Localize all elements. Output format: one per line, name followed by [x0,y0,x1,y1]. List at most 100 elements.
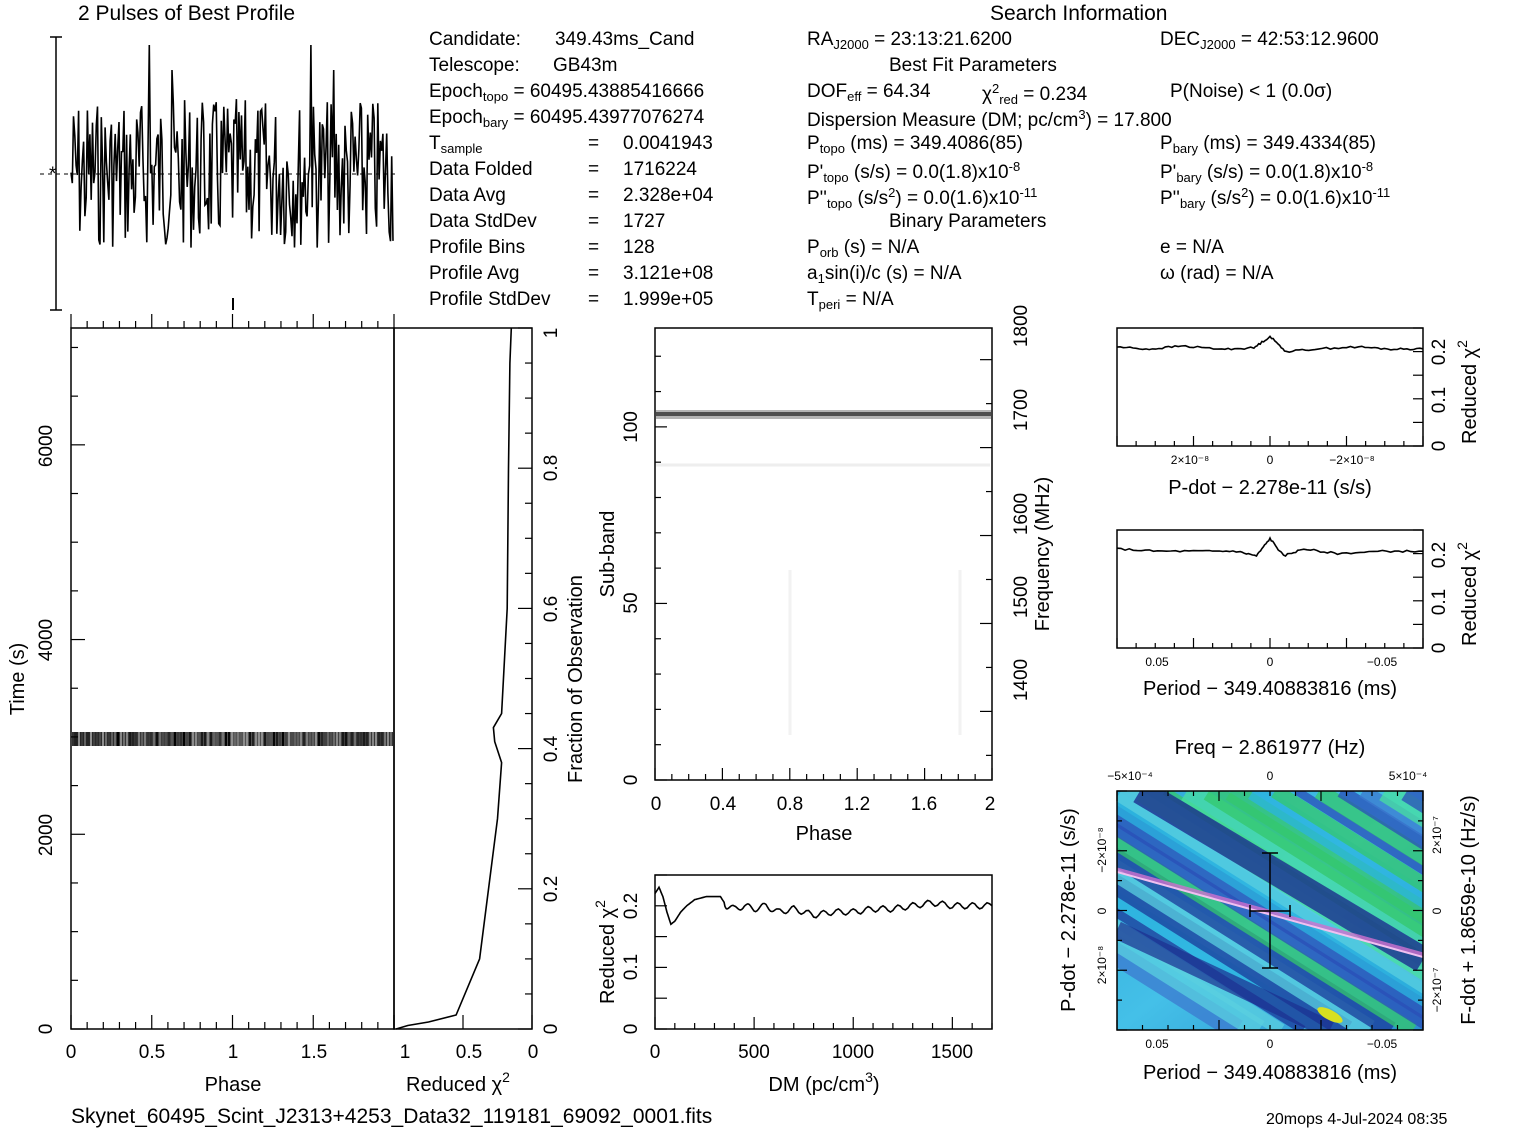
band-stripe [84,732,86,746]
band-stripe [117,732,119,746]
pd-xtick-0: 2×10⁻⁸ [1171,453,1209,467]
ppdot-dark-band [1133,791,1423,972]
period-frame [1116,529,1424,649]
band-stripe [201,732,203,746]
pd-ytick-1: 0.1 [1429,387,1450,413]
band-stripe [234,732,236,746]
data-folded-label: Data Folded [429,159,533,180]
ppdot-ticks [1116,790,1424,1031]
cf-ytick-2: 0.4 [541,735,562,762]
tp-ytick-2: 4000 [36,619,57,661]
profile-stddev-label: Profile StdDev [429,289,551,310]
band-stripe [288,732,290,746]
period-plot: 0.05 0 −0.05 Period − 349.40883816 (ms) … [1116,529,1481,700]
tp-xtick-2: 1 [228,1042,239,1063]
pe-ylabel: Reduced χ2 [1454,542,1481,646]
band-stripe [87,732,89,746]
band-stripe [282,732,284,746]
band-stripe [213,732,215,746]
band-stripe [225,732,227,746]
pd-xtick-2: −2×10⁻⁸ [1329,453,1374,467]
a1sini: a1sin(i)/c (s) = N/A [807,263,962,286]
ppdot-stripes [1117,791,1423,1030]
band-stripe [192,732,194,746]
band-stripe [96,732,98,746]
band-stripe [321,732,323,746]
subband-ticks [654,355,993,781]
sb-y2tick-1: 1500 [1011,576,1032,618]
pp-toptick-1: 0 [1267,769,1274,783]
omega-value: ω (rad) = N/A [1160,263,1274,284]
epoch-topo: Epochtopo = 60495.43885416666 [429,81,705,104]
cf-ytick-4: 0.8 [541,455,562,481]
sb-xtick-3: 1.2 [844,794,870,815]
band-stripe [189,732,191,746]
pe-ytick-2: 0.2 [1429,542,1450,568]
band-stripe [132,732,134,746]
band-stripe [390,732,392,746]
sb-y2tick-3: 1700 [1011,389,1032,431]
pe-ytick-0: 0 [1429,643,1450,654]
band-stripe [273,732,275,746]
band-stripe [222,732,224,746]
band-stripe [384,732,386,746]
cf-ylabel: Fraction of Observation [565,575,587,783]
data-avg-label: Data Avg [429,185,506,206]
data-folded-value: 1716224 [623,159,697,180]
band-stripe [258,732,260,746]
ppdot-stripe [1117,835,1417,1030]
band-stripe [285,732,287,746]
tp-ytick-0: 0 [36,1024,57,1035]
sb-xtick-5: 2 [985,794,996,815]
profile-series [70,44,394,248]
band-stripe [363,732,365,746]
band-stripe [279,732,281,746]
dm-plot: 0 500 1000 1500 DM (pc/cm3) 0 0.1 0.2 Re… [592,874,993,1096]
band-stripe [204,732,206,746]
pe-xtick-1: 0 [1267,655,1274,669]
band-stripe [357,732,359,746]
band-stripe [165,732,167,746]
band-stripe [306,732,308,746]
band-stripe [228,732,230,746]
dm-xtick-0: 0 [650,1042,661,1063]
pnoise-value: P(Noise) < 1 (0.0σ) [1170,81,1333,102]
cf-ytick-3: 0.6 [541,596,562,622]
sb-y2tick-0: 1400 [1011,659,1032,701]
t-sample-value: 0.0041943 [623,133,713,154]
epoch-bary: Epochbary = 60495.43977076274 [429,107,705,130]
band-stripe [147,732,149,746]
band-stripe [312,732,314,746]
dm-ticks [654,874,993,1030]
band-stripe [120,732,122,746]
sb-ytick-2: 100 [621,411,642,443]
band-stripe [291,732,293,746]
band-stripe [360,732,362,746]
pe-xlabel: Period − 349.40883816 (ms) [1143,678,1397,700]
sb-xtick-1: 0.4 [710,794,737,815]
period-ticks [1116,529,1424,649]
tp-ytick-1: 2000 [36,814,57,856]
pdot-topo: P'topo (s/s) = 0.0(1.8)x10-8 [807,159,1021,185]
pp-title: Freq − 2.861977 (Hz) [1175,737,1366,759]
data-stddev-eq: = [588,211,600,232]
band-stripe [246,732,248,746]
dm-ytick-1: 0.1 [621,954,642,980]
candidate-value: 349.43ms_Cand [555,29,695,50]
band-stripe [315,732,317,746]
ppdot-stripe [1117,858,1375,1030]
profile-bins-eq: = [588,237,600,258]
sb-y2tick-2: 1600 [1011,493,1032,535]
band-stripe [372,732,374,746]
band-stripe [264,732,266,746]
chi2-fraction-ticks [393,327,533,1030]
band-stripe [270,732,272,746]
band-stripe [276,732,278,746]
band-stripe [141,732,143,746]
band-stripe [159,732,161,746]
pp-toptick-0: −5×10⁻⁴ [1107,769,1153,783]
telescope-label: Telescope: [429,55,520,76]
pe-xtick-2: −0.05 [1367,655,1398,669]
data-stddev-value: 1727 [623,211,666,232]
band-stripe [183,732,185,746]
